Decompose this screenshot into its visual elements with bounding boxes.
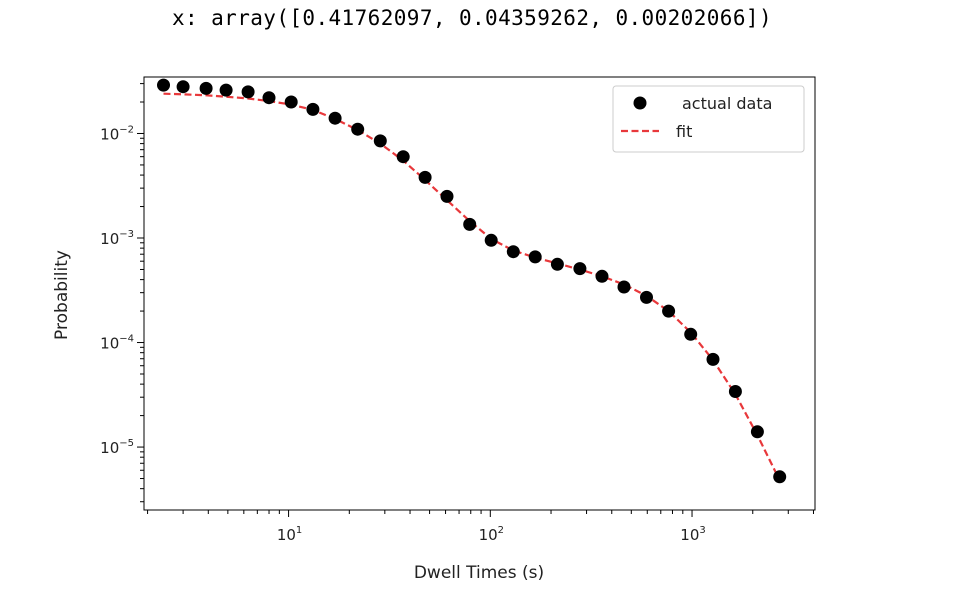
data-point xyxy=(284,95,298,109)
legend: actual data fit xyxy=(612,85,805,153)
data-point xyxy=(262,91,276,105)
data-point xyxy=(662,304,676,318)
data-point xyxy=(684,327,698,341)
console-output-text: x: array([0.41762097, 0.04359262, 0.0020… xyxy=(172,6,772,30)
data-point xyxy=(750,425,764,439)
y-axis-ticks: 10−5 10−4 10−3 10−2 xyxy=(100,83,144,503)
data-point xyxy=(728,385,742,398)
x-tick-label-2: 103 xyxy=(680,525,705,544)
data-point xyxy=(157,78,170,92)
data-point xyxy=(506,245,520,259)
data-point xyxy=(706,352,720,366)
legend-marker-actual-data xyxy=(633,96,647,110)
y-axis-label: Probability xyxy=(52,250,72,340)
x-tick-label-0: 101 xyxy=(277,525,302,544)
x-axis-label: Dwell Times (s) xyxy=(414,563,544,583)
y-tick-label-2: 10−3 xyxy=(100,229,134,248)
data-point xyxy=(617,280,631,294)
data-point xyxy=(418,170,432,184)
data-point xyxy=(484,233,498,247)
data-point xyxy=(219,83,233,97)
data-point xyxy=(351,122,365,136)
data-point xyxy=(396,150,410,164)
data-point xyxy=(640,290,653,304)
data-point xyxy=(550,257,564,271)
y-tick-label-3: 10−2 xyxy=(100,124,134,143)
x-tick-label-1: 102 xyxy=(479,525,504,544)
data-point xyxy=(328,111,342,125)
data-point xyxy=(241,85,255,99)
y-tick-label-1: 10−4 xyxy=(100,334,134,353)
fit-line xyxy=(163,92,781,481)
x-axis-ticks: 101 102 103 xyxy=(147,510,814,544)
data-point xyxy=(528,250,542,264)
data-point xyxy=(373,134,387,148)
legend-label-actual-data: actual data xyxy=(682,94,772,113)
data-point xyxy=(440,189,454,203)
data-point xyxy=(199,81,213,95)
data-point xyxy=(463,217,477,231)
data-point xyxy=(573,262,587,276)
data-point xyxy=(773,470,787,484)
legend-label-fit: fit xyxy=(676,122,692,141)
data-point xyxy=(306,102,320,116)
plot-content xyxy=(157,78,787,484)
data-point xyxy=(595,269,609,283)
y-tick-label-0: 10−5 xyxy=(100,438,134,457)
legend-box xyxy=(612,85,805,153)
data-point xyxy=(176,80,190,94)
